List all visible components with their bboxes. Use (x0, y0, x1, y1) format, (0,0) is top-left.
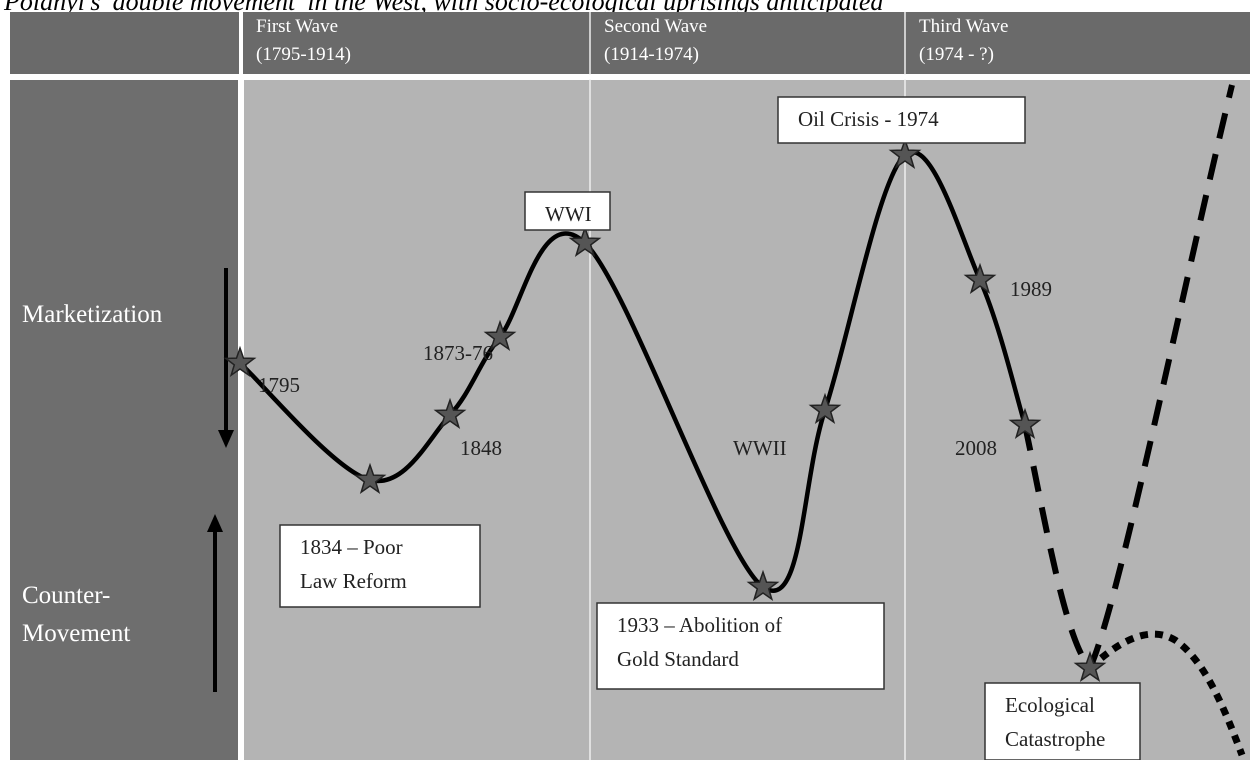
label-box (777, 96, 1026, 144)
box-text: 1834 – Poor (300, 535, 403, 559)
star (223, 345, 257, 377)
header-name: Third Wave (919, 16, 1008, 37)
star (1073, 650, 1107, 682)
star (1008, 407, 1042, 439)
event-label: 2008 (955, 436, 997, 460)
event-label: 1873-76 (423, 341, 493, 365)
dotted-path (1087, 630, 1246, 757)
box-text: Ecological (1005, 693, 1095, 717)
wave-curve (238, 149, 1028, 593)
star (963, 262, 997, 294)
header-name: Second Wave (604, 16, 707, 37)
event-label: 1989 (1010, 277, 1052, 301)
header-period: (1974 - ?) (919, 44, 994, 65)
box-text: Law Reform (300, 569, 407, 593)
star (888, 137, 922, 169)
box-text: Oil Crisis - 1974 (798, 107, 939, 131)
axis-label: Marketization (22, 301, 163, 328)
header-name: First Wave (256, 16, 338, 37)
event-label: 1848 (460, 436, 502, 460)
header-band (10, 12, 1250, 74)
star (746, 569, 780, 601)
label-box (279, 524, 481, 608)
star (568, 225, 602, 257)
arrows (207, 268, 234, 692)
label-box (524, 191, 611, 231)
box-text: Gold Standard (617, 647, 739, 671)
box-text: WWI (545, 202, 592, 226)
star (433, 397, 467, 429)
box-text: Catastrophe (1005, 727, 1105, 751)
header-period: (1914-1974) (604, 44, 699, 65)
event-label: WWII (733, 436, 787, 460)
axis-label: Counter- (22, 582, 110, 609)
header-period: (1795-1914) (256, 44, 351, 65)
event-label: 1795 (258, 373, 300, 397)
star (483, 319, 517, 351)
box-text: 1933 – Abolition of (617, 613, 782, 637)
side-column (10, 80, 238, 760)
label-box (984, 682, 1141, 760)
star (353, 462, 387, 494)
star (808, 392, 842, 424)
axis-label: Movement (22, 620, 130, 647)
label-box (596, 602, 885, 690)
